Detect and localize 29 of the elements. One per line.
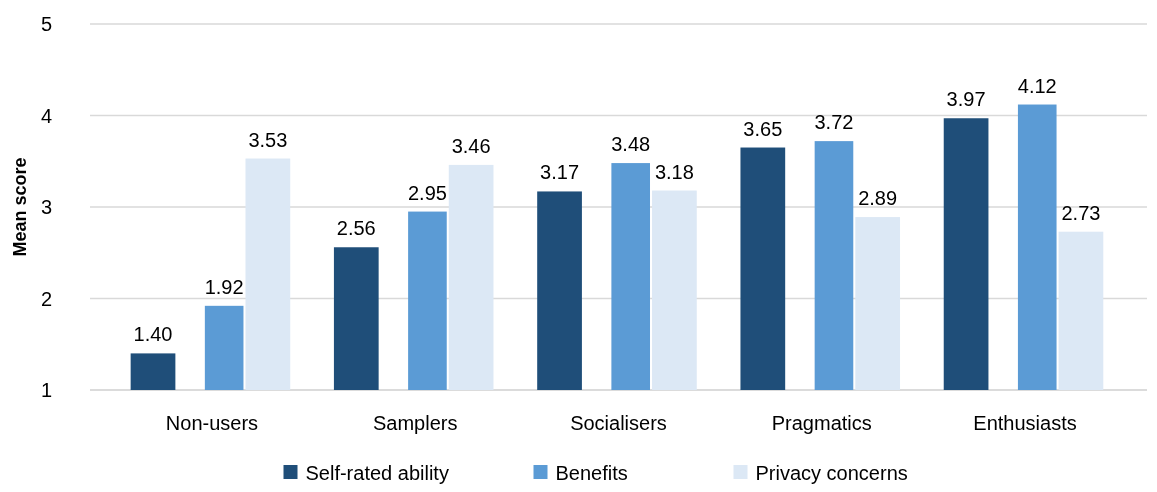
x-tick-label: Pragmatics [771, 412, 872, 434]
x-tick-label: Samplers [372, 412, 458, 434]
data-label: 3.72 [814, 111, 854, 134]
x-tick-label: Socialisers [570, 412, 667, 434]
x-tick-label: Enthusiasts [973, 412, 1077, 434]
data-label: 3.17 [540, 161, 580, 184]
y-tick-label: 3 [40, 196, 52, 218]
data-label: 1.40 [133, 323, 173, 346]
y-tick-label: 4 [40, 104, 52, 127]
data-label: 2.56 [336, 217, 376, 240]
data-label: 4.12 [1017, 74, 1057, 97]
data-label: 3.18 [654, 160, 694, 183]
y-tick-label: 2 [40, 287, 52, 310]
data-label: 3.97 [946, 88, 986, 111]
legend-label: Privacy concerns [755, 462, 908, 484]
data-label: 3.46 [451, 134, 491, 157]
data-label: 3.65 [743, 117, 783, 140]
legend-label: Self-rated ability [305, 462, 449, 484]
y-tick-label: 1 [40, 379, 52, 401]
legend-label: Benefits [555, 462, 628, 484]
data-label: 2.89 [858, 187, 898, 210]
data-label: 3.48 [611, 133, 651, 156]
y-tick-label: 5 [40, 13, 52, 35]
data-label: 1.92 [204, 275, 244, 298]
data-label: 2.95 [407, 181, 447, 204]
data-label: 3.53 [248, 128, 288, 151]
data-label: 2.73 [1061, 201, 1101, 224]
y-axis-title: Mean score [10, 157, 30, 257]
x-tick-label: Non-users [165, 412, 259, 434]
